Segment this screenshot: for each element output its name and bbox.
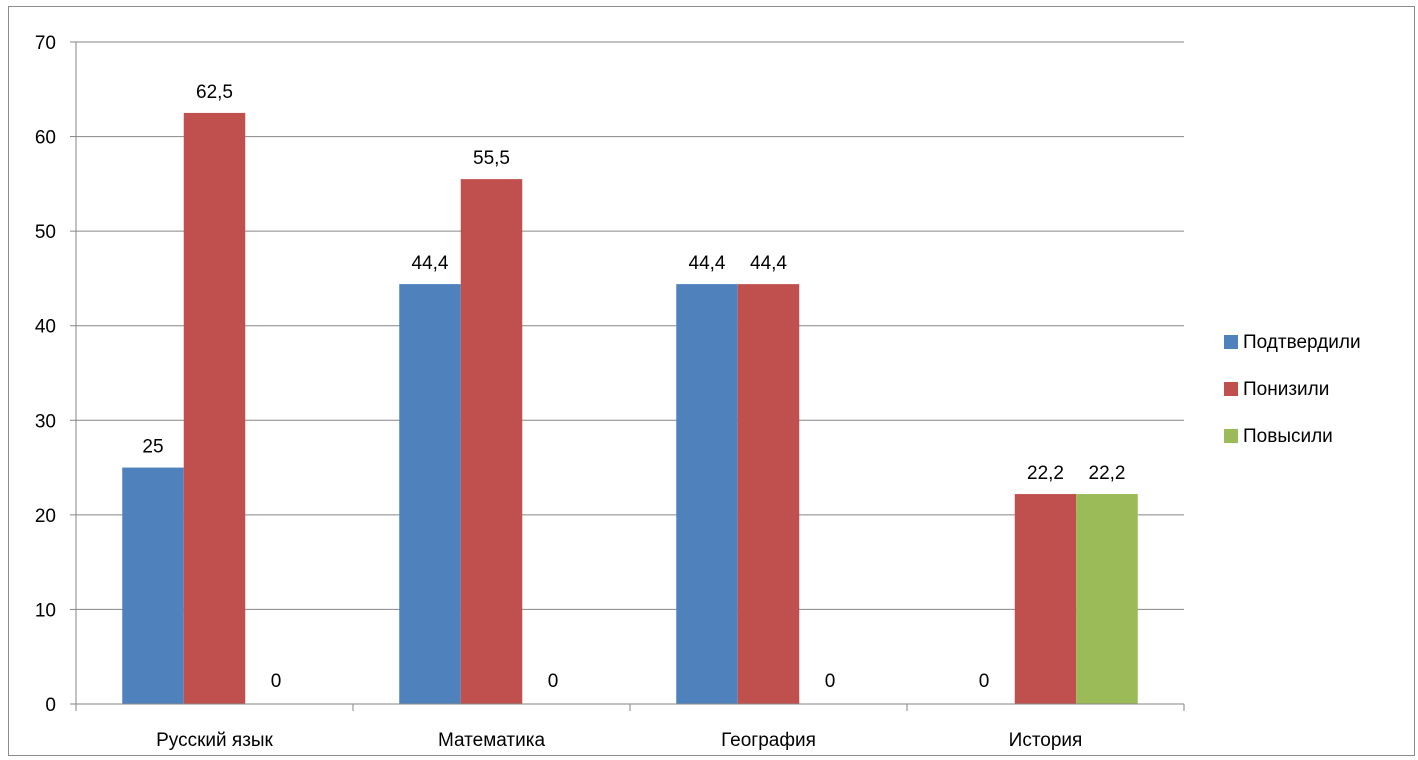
y-tick-label: 50 [35,222,56,243]
data-label: 62,5 [196,82,233,103]
bar-chart: 0 10 20 30 40 50 60 70 Русский язык Математика Гео… [35,33,1361,751]
data-label: 25 [142,437,163,458]
legend-swatch [1224,335,1238,349]
y-tick-label: 40 [35,317,56,338]
legend: Подтвердили Понизили Повысили [1224,332,1361,447]
data-labels: 25 44,4 44,4 0 62,5 55,5 44,4 22,2 0 0 0 22,2 [142,82,1125,692]
y-tick-label: 30 [35,411,56,432]
data-label: 44,4 [750,253,787,274]
data-label: 22,2 [1027,463,1064,484]
data-label: 0 [979,671,990,692]
data-label: 55,5 [473,148,510,169]
bar [1076,494,1138,704]
data-label: 0 [825,671,836,692]
bar [460,179,523,705]
y-tick-label: 0 [45,695,56,716]
y-tick-label: 20 [35,506,56,527]
data-label: 44,4 [412,253,449,274]
y-tick-label: 60 [35,128,56,149]
gridlines [76,41,1184,610]
data-label: 0 [548,671,559,692]
data-label: 22,2 [1089,463,1126,484]
legend-label: Повысили [1243,426,1333,447]
legend-label: Подтвердили [1243,332,1361,353]
y-tick-label: 10 [35,600,56,621]
bar [399,284,461,704]
y-tick-label: 70 [35,33,56,54]
bar [122,467,184,704]
x-tick-label: Математика [438,730,546,751]
x-tick-label: Русский язык [156,730,273,751]
legend-label: Понизили [1243,379,1329,400]
bar [676,284,738,704]
bar [1014,494,1077,704]
legend-swatch [1224,429,1238,443]
data-label: 0 [271,671,282,692]
x-tick-label: История [1009,730,1083,751]
bar [183,112,246,704]
data-label: 44,4 [689,253,726,274]
bar [737,284,800,704]
x-tick-label: География [721,730,816,751]
chart-frame: 0 10 20 30 40 50 60 70 Русский язык Математика Гео… [8,6,1415,756]
legend-swatch [1224,382,1238,396]
axes: 0 10 20 30 40 50 60 70 Русский язык Математика Гео… [35,33,1185,751]
bars [122,112,1138,705]
